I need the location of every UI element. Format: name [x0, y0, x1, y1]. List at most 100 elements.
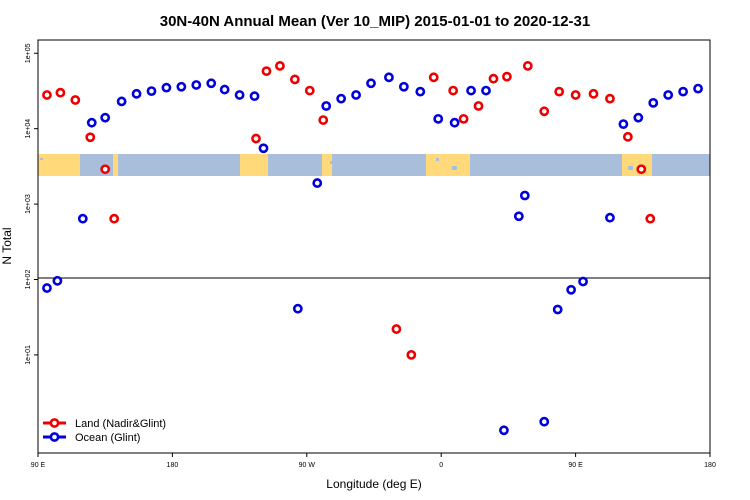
- data-point: [249, 91, 260, 102]
- map-island-3: [436, 158, 439, 161]
- x-tick-label: 90 E: [568, 462, 583, 469]
- data-point: [554, 86, 565, 97]
- map-land-2: [240, 154, 268, 176]
- map-land-4: [426, 154, 470, 176]
- data-point: [304, 85, 315, 96]
- data-point: [678, 86, 689, 97]
- data-point: [258, 143, 269, 154]
- data-point: [42, 283, 52, 293]
- data-point: [648, 97, 659, 108]
- map-land-1: [113, 154, 118, 176]
- map-island-0: [40, 158, 43, 160]
- data-point: [566, 284, 577, 295]
- x-axis-label: Longitude (deg E): [326, 477, 421, 491]
- map-island-1: [90, 160, 94, 163]
- data-point: [77, 213, 88, 224]
- data-point: [522, 61, 533, 71]
- data-point: [499, 425, 509, 436]
- data-point: [622, 131, 633, 142]
- x-tick-label: 90 E: [31, 462, 46, 469]
- data-point: [693, 83, 703, 94]
- data-point: [161, 82, 172, 93]
- data-point: [645, 213, 656, 224]
- data-point: [100, 112, 111, 123]
- data-point: [251, 133, 261, 144]
- map-land-3: [322, 154, 332, 176]
- data-point: [428, 72, 439, 83]
- x-tick-label: 180: [167, 462, 179, 469]
- y-axis-label: N Total: [0, 227, 14, 264]
- data-point: [488, 73, 499, 84]
- data-point: [633, 112, 644, 123]
- data-point: [146, 86, 157, 97]
- data-point: [292, 303, 303, 314]
- map-band-land: [38, 154, 652, 176]
- data-point: [351, 90, 361, 100]
- lower-panel-frame: [37, 277, 711, 454]
- data-point: [636, 164, 647, 175]
- data-point: [275, 61, 285, 71]
- data-point: [618, 119, 629, 130]
- map-island-4: [515, 156, 519, 159]
- data-point: [366, 78, 376, 89]
- x-tick-label: 90 W: [299, 462, 316, 469]
- y-tick-label: 1e+04: [25, 119, 32, 139]
- data-point: [570, 90, 581, 100]
- data-point: [466, 85, 476, 96]
- data-point: [502, 71, 512, 82]
- data-point: [219, 84, 230, 95]
- legend-marker-land: [49, 418, 60, 428]
- y-tick-label: 1e+03: [25, 194, 32, 214]
- data-point: [449, 117, 460, 128]
- data-point: [433, 113, 444, 124]
- data-point: [42, 90, 52, 100]
- series-ocean: [42, 72, 703, 436]
- map-island-5: [452, 166, 457, 170]
- data-point: [289, 74, 300, 85]
- data-point: [391, 324, 402, 334]
- data-point: [109, 213, 120, 224]
- data-point: [384, 72, 394, 83]
- chart-title: 30N-40N Annual Mean (Ver 10_MIP) 2015-01…: [160, 13, 590, 30]
- map-island-6: [628, 166, 633, 170]
- data-point: [336, 93, 347, 104]
- data-point: [588, 88, 599, 99]
- y-tick-label: 1e+05: [25, 43, 32, 63]
- data-point: [86, 117, 97, 128]
- data-point: [85, 132, 96, 143]
- data-point: [131, 88, 142, 99]
- data-point: [519, 190, 530, 201]
- data-point: [605, 212, 615, 223]
- legend: Land (Nadir&Glint) Ocean (Glint): [43, 418, 166, 444]
- map-land-5: [622, 154, 652, 176]
- data-point: [234, 90, 245, 100]
- data-point: [406, 349, 417, 360]
- series-land: [42, 61, 656, 360]
- data-point: [70, 95, 81, 105]
- map-band: [38, 154, 710, 176]
- data-point: [415, 86, 426, 97]
- data-point: [191, 80, 202, 90]
- data-point: [206, 78, 217, 89]
- y-tick-label: 1e+02: [25, 270, 32, 290]
- data-point: [539, 106, 550, 117]
- data-point: [52, 275, 63, 286]
- data-point: [448, 85, 459, 96]
- data-points: [42, 61, 703, 436]
- data-point: [261, 66, 272, 77]
- data-point: [605, 93, 615, 104]
- map-island-2: [330, 161, 333, 164]
- legend-label-ocean: Ocean (Glint): [75, 432, 140, 444]
- data-point: [55, 87, 66, 98]
- data-point: [552, 304, 563, 315]
- data-point: [312, 178, 323, 188]
- data-point: [539, 416, 550, 427]
- x-axis: 90 E 180 90 W 0 90 E 180: [31, 453, 716, 469]
- x-tick-label: 180: [704, 462, 716, 469]
- data-point: [176, 81, 187, 92]
- data-point: [321, 101, 332, 111]
- data-point: [481, 85, 491, 96]
- data-point: [513, 211, 524, 222]
- legend-label-land: Land (Nadir&Glint): [75, 418, 166, 430]
